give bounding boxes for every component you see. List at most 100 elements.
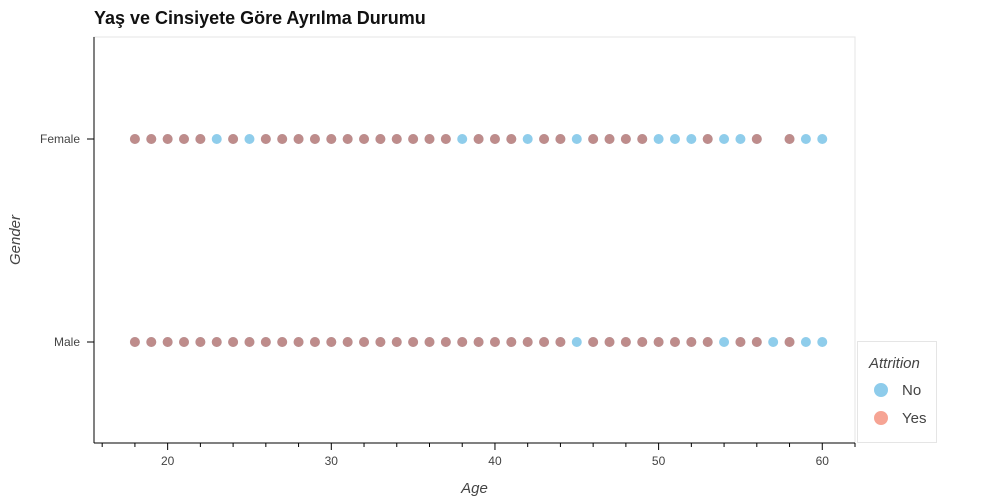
point-yes-male <box>440 337 451 347</box>
point-yes-male <box>211 337 222 347</box>
legend: Attrition No Yes <box>857 341 937 443</box>
point-yes-male <box>637 337 648 347</box>
point-yes-female <box>277 134 288 144</box>
point-yes-female <box>555 134 566 144</box>
plot-area <box>93 36 856 444</box>
point-yes-male <box>244 337 255 347</box>
point-yes-male <box>457 337 468 347</box>
point-yes-male <box>195 337 206 347</box>
point-yes-female <box>391 134 402 144</box>
point-yes-female <box>751 134 762 144</box>
point-no-female <box>653 134 664 144</box>
x-tick-label: 30 <box>325 454 339 468</box>
point-no-female <box>735 134 746 144</box>
point-yes-male <box>326 337 337 347</box>
point-yes-female <box>506 134 517 144</box>
point-yes-female <box>129 134 140 144</box>
point-yes-female <box>293 134 304 144</box>
point-no-female <box>719 134 730 144</box>
point-no-male <box>571 337 582 347</box>
point-yes-male <box>162 337 173 347</box>
legend-item-yes[interactable]: Yes <box>874 407 926 429</box>
series-yes <box>129 134 795 347</box>
y-axis-title: Gender <box>7 214 24 265</box>
point-yes-female <box>604 134 615 144</box>
legend-title: Attrition <box>869 355 920 372</box>
point-yes-female <box>539 134 550 144</box>
point-yes-male <box>735 337 746 347</box>
point-yes-female <box>375 134 386 144</box>
y-tick-label: Male <box>54 335 80 349</box>
point-yes-male <box>129 337 140 347</box>
point-no-female <box>669 134 680 144</box>
legend-label-no: No <box>902 381 922 399</box>
point-yes-male <box>342 337 353 347</box>
point-no-female <box>817 134 828 144</box>
point-yes-male <box>489 337 500 347</box>
point-yes-male <box>375 337 386 347</box>
point-yes-male <box>620 337 631 347</box>
point-yes-female <box>260 134 271 144</box>
legend-label-yes: Yes <box>902 409 927 427</box>
point-no-female <box>522 134 533 144</box>
point-yes-male <box>260 337 271 347</box>
point-yes-male <box>228 337 239 347</box>
point-yes-female <box>408 134 419 144</box>
point-yes-female <box>342 134 353 144</box>
x-tick-label: 60 <box>816 454 830 468</box>
point-yes-male <box>653 337 664 347</box>
point-yes-female <box>784 134 795 144</box>
point-no-female <box>457 134 468 144</box>
point-yes-female <box>489 134 500 144</box>
point-yes-male <box>359 337 370 347</box>
point-yes-female <box>424 134 435 144</box>
x-axis-title: Age <box>460 480 488 497</box>
point-yes-male <box>751 337 762 347</box>
point-no-female <box>571 134 582 144</box>
legend-swatch-no <box>874 383 888 397</box>
point-yes-female <box>162 134 173 144</box>
point-yes-female <box>309 134 320 144</box>
point-yes-male <box>686 337 697 347</box>
point-yes-male <box>588 337 599 347</box>
x-tick-label: 50 <box>652 454 666 468</box>
point-yes-female <box>620 134 631 144</box>
legend-item-no[interactable]: No <box>874 379 921 401</box>
point-no-male <box>768 337 779 347</box>
point-yes-female <box>359 134 370 144</box>
point-yes-male <box>506 337 517 347</box>
point-yes-female <box>637 134 648 144</box>
point-yes-male <box>391 337 402 347</box>
point-no-female <box>686 134 697 144</box>
point-yes-male <box>784 337 795 347</box>
point-no-female <box>211 134 222 144</box>
point-yes-male <box>408 337 419 347</box>
point-yes-female <box>228 134 239 144</box>
point-yes-male <box>277 337 288 347</box>
chart-title: Yaş ve Cinsiyete Göre Ayrılma Durumu <box>94 8 426 28</box>
point-yes-male <box>309 337 320 347</box>
y-tick-label: Female <box>40 132 80 146</box>
point-no-female <box>800 134 811 144</box>
point-yes-female <box>588 134 599 144</box>
point-yes-male <box>669 337 680 347</box>
legend-swatch-yes <box>874 411 888 425</box>
point-yes-male <box>424 337 435 347</box>
point-yes-male <box>522 337 533 347</box>
point-yes-male <box>604 337 615 347</box>
point-yes-male <box>179 337 190 347</box>
point-yes-male <box>539 337 550 347</box>
point-no-male <box>719 337 730 347</box>
point-yes-male <box>146 337 157 347</box>
point-yes-male <box>293 337 304 347</box>
point-yes-male <box>555 337 566 347</box>
x-tick-label: 40 <box>488 454 502 468</box>
point-yes-male <box>702 337 713 347</box>
point-yes-female <box>179 134 190 144</box>
x-tick-label: 20 <box>161 454 175 468</box>
point-yes-female <box>440 134 451 144</box>
point-yes-male <box>473 337 484 347</box>
point-yes-female <box>195 134 206 144</box>
point-no-female <box>244 134 255 144</box>
